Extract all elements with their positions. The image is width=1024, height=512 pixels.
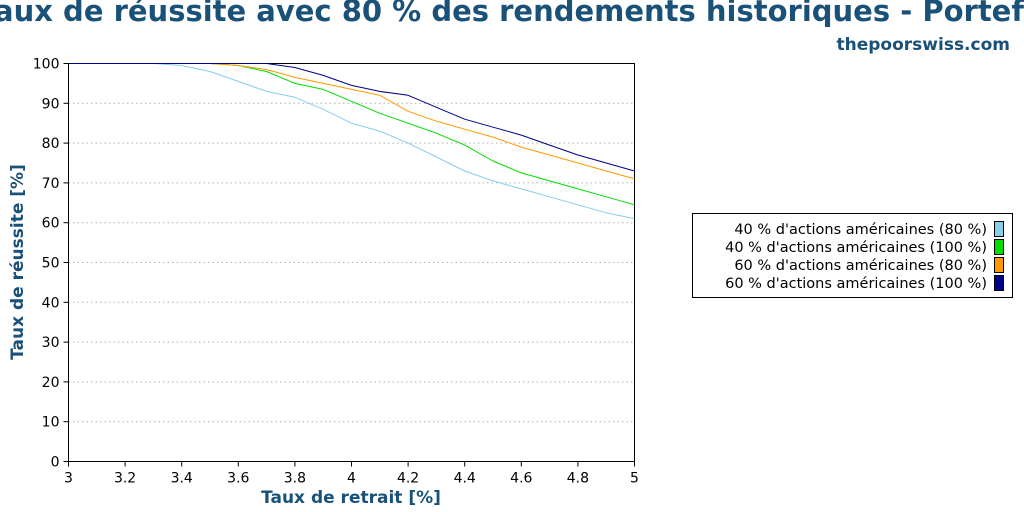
x-axis-title: Taux de retrait [%]	[261, 488, 441, 508]
y-tick-label: 100	[33, 57, 60, 73]
y-tick-label: 80	[42, 136, 60, 152]
x-tick-label: 4.8	[567, 471, 589, 487]
y-tick-label: 10	[42, 415, 60, 431]
legend-swatch	[994, 275, 1004, 291]
legend-box	[692, 213, 1013, 298]
x-tick-label: 5	[630, 471, 639, 487]
series-line-4	[68, 63, 635, 172]
legend-label: 60 % d'actions américaines (80 %)	[734, 258, 987, 274]
x-tick-label: 4.4	[454, 471, 476, 487]
y-tick-label: 60	[42, 216, 60, 232]
y-tick-label: 90	[42, 96, 60, 112]
legend-swatch	[994, 239, 1004, 255]
series-line-3	[68, 63, 635, 180]
x-tick-label: 4	[347, 471, 356, 487]
legend-label: 40 % d'actions américaines (100 %)	[725, 240, 987, 256]
axis-ticks: 0 10 20 30 40 50 60 70 80 90 100 3 3.2 3.4 3.6 3.8 4 4.2 4…	[33, 57, 639, 487]
y-tick-label: 70	[42, 176, 60, 192]
y-tick-label: 40	[42, 295, 60, 311]
y-tick-label: 30	[42, 335, 60, 351]
series-lines	[68, 63, 635, 220]
y-tick-label: 0	[51, 455, 60, 471]
legend: 40 % d'actions américaines (80 %) 40 % d'…	[692, 213, 1013, 298]
series-line-2	[68, 63, 635, 206]
y-tick-label: 50	[42, 256, 60, 272]
site-credit: thepoorswiss.com	[836, 35, 1011, 55]
y-tick-label: 20	[42, 375, 60, 391]
gridlines	[68, 102, 635, 423]
x-tick-label: 3	[64, 471, 73, 487]
x-tick-label: 3.2	[114, 471, 136, 487]
x-tick-label: 4.2	[397, 471, 419, 487]
chart-title: Taux de réussite avec 80 % des rendement…	[0, 0, 1024, 28]
x-tick-label: 3.4	[171, 471, 193, 487]
y-axis-title: Taux de réussite [%]	[8, 164, 28, 360]
x-tick-label: 3.6	[227, 471, 249, 487]
legend-label: 40 % d'actions américaines (80 %)	[734, 222, 987, 238]
legend-swatch	[994, 221, 1004, 237]
legend-label: 60 % d'actions américaines (100 %)	[725, 276, 987, 292]
legend-swatch	[994, 257, 1004, 273]
series-line-1	[68, 63, 635, 220]
x-tick-label: 3.8	[284, 471, 306, 487]
x-tick-label: 4.6	[510, 471, 532, 487]
